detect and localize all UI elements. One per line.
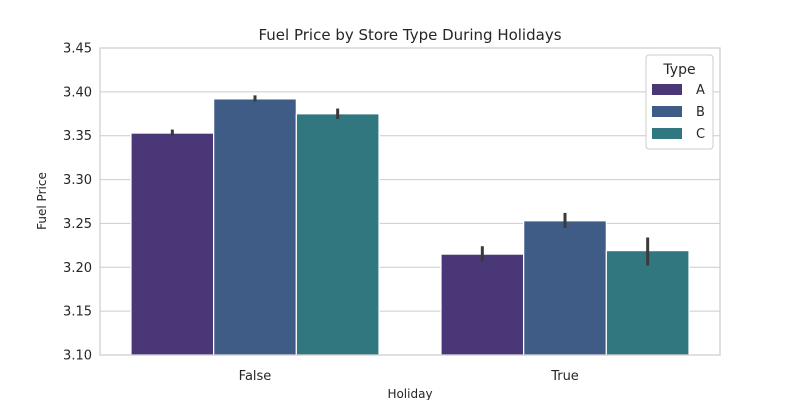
bar-C-False xyxy=(295,113,380,356)
bars xyxy=(130,98,690,356)
y-ticks: 3.10 3.15 3.20 3.25 3.30 3.35 3.40 3.45 xyxy=(63,42,92,364)
plot-frame xyxy=(99,47,721,356)
chart-title: Fuel Price by Store Type During Holidays xyxy=(258,26,561,44)
bar-A-True xyxy=(440,253,525,356)
legend-label-C: C xyxy=(696,127,705,142)
error-bars xyxy=(170,95,650,266)
legend-swatch-C xyxy=(652,128,682,139)
y-tick-label: 3.10 xyxy=(63,349,92,364)
legend-label-A: A xyxy=(696,83,705,98)
bar-B-False xyxy=(213,98,297,356)
legend-swatch-B xyxy=(652,106,682,117)
x-tick-label: True xyxy=(550,369,579,384)
x-ticks: False True xyxy=(239,369,579,384)
y-tick-label: 3.25 xyxy=(63,217,92,232)
x-tick-label: False xyxy=(239,369,272,384)
bar-A-False xyxy=(130,132,215,356)
legend-swatch-A xyxy=(652,84,682,95)
legend: Type ABC xyxy=(645,54,714,150)
y-tick-label: 3.45 xyxy=(63,42,92,57)
bar-C-True xyxy=(605,250,690,356)
y-tick-label: 3.35 xyxy=(63,129,92,144)
y-tick-label: 3.30 xyxy=(63,173,92,188)
x-axis-label: Holiday xyxy=(387,387,432,400)
y-tick-label: 3.40 xyxy=(63,85,92,100)
y-tick-label: 3.15 xyxy=(63,305,92,320)
legend-title: Type xyxy=(662,62,695,78)
y-axis-label: Fuel Price xyxy=(35,172,49,230)
bar-B-True xyxy=(523,220,607,356)
legend-label-B: B xyxy=(696,105,705,120)
legend-box xyxy=(645,54,714,150)
y-tick-label: 3.20 xyxy=(63,261,92,276)
